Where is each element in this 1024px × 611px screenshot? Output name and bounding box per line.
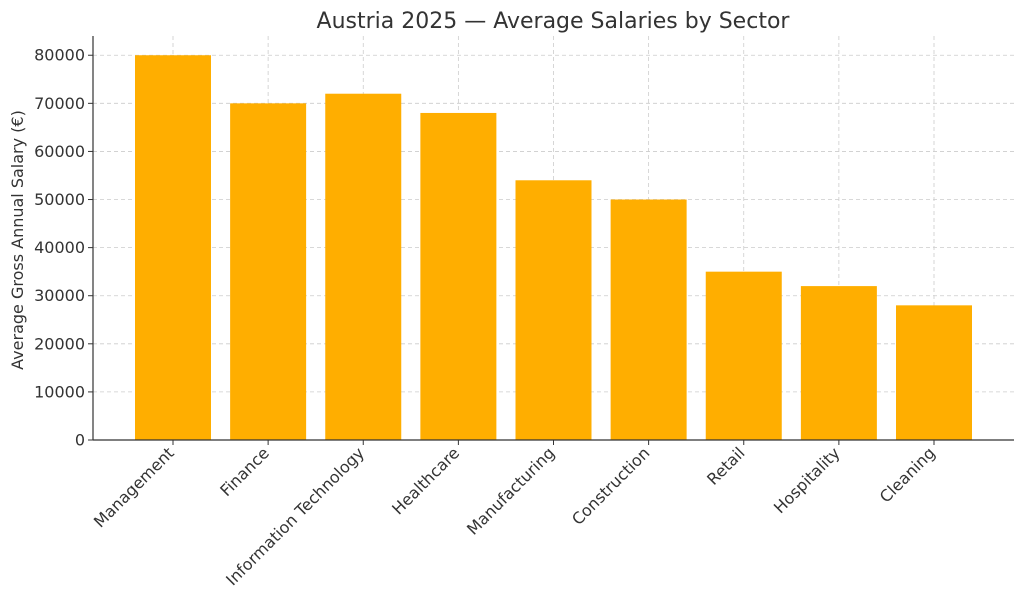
y-tick-label: 50000 — [34, 190, 85, 209]
x-tick-label: Manufacturing — [463, 443, 558, 538]
y-tick-label: 40000 — [34, 238, 85, 257]
bar — [135, 55, 211, 440]
y-axis-label: Average Gross Annual Salary (€) — [8, 110, 27, 370]
x-tick-label: Hospitality — [770, 443, 844, 517]
bars-layer — [135, 55, 972, 441]
y-tick-label: 30000 — [34, 286, 85, 305]
bar — [420, 112, 497, 440]
x-tick-label: Retail — [703, 443, 748, 488]
bar — [230, 103, 307, 440]
x-tick-label: Construction — [568, 443, 653, 528]
x-tick-label: Finance — [216, 443, 273, 500]
x-tick-label: Healthcare — [388, 443, 463, 518]
y-tick-label: 70000 — [34, 94, 85, 113]
x-tick-label: Management — [90, 443, 178, 531]
bar — [800, 286, 877, 440]
y-tick-label: 60000 — [34, 142, 85, 161]
chart-title: Austria 2025 — Average Salaries by Secto… — [317, 9, 791, 34]
bar — [896, 305, 972, 440]
y-tick-label: 20000 — [34, 334, 85, 353]
x-tick-label: Cleaning — [876, 443, 939, 506]
y-tick-label: 10000 — [34, 382, 85, 401]
y-tick-label: 80000 — [34, 46, 85, 65]
bar — [610, 199, 687, 440]
bar — [325, 93, 402, 440]
y-ticks: 0 10000 20000 30000 40000 50000 60000 70000 8000… — [34, 46, 93, 450]
y-tick-label: 0 — [75, 431, 85, 450]
bar — [705, 271, 782, 440]
bar — [515, 180, 592, 441]
